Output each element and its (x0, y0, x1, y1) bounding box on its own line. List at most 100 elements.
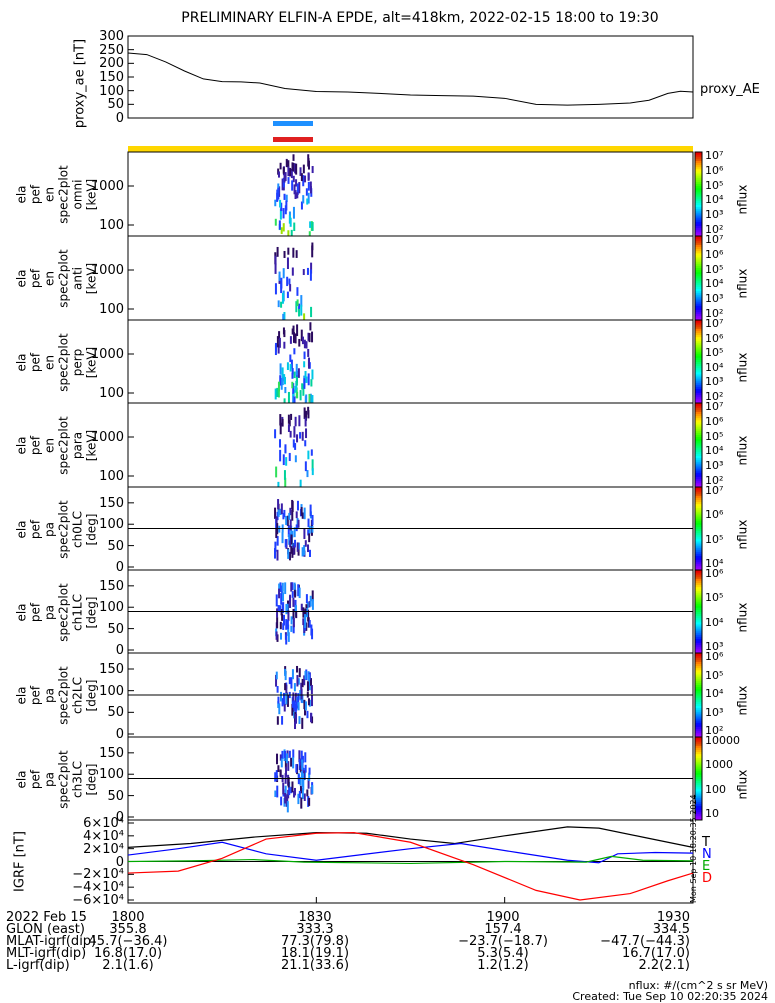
colorbar-tick-label: 10⁴ (705, 615, 724, 629)
spectrogram-cell (279, 508, 282, 516)
colorbar-step (695, 532, 702, 536)
spectrogram-cell (284, 668, 287, 676)
spectrogram-cell (293, 790, 296, 798)
spectrogram-cell (310, 685, 313, 695)
colorbar-step (695, 626, 702, 629)
spectrogram-cell (275, 466, 278, 478)
spectrogram-cell (282, 223, 285, 232)
colorbar-step (695, 578, 702, 581)
spectrogram-cell (308, 767, 311, 775)
colorbar-step (695, 621, 702, 625)
colorbar-step (695, 177, 702, 180)
colorbar-tick-label: 10⁵ (705, 591, 724, 605)
colorbar-step (695, 590, 702, 594)
colorbar-step (695, 238, 702, 241)
colorbar-label: nflux (735, 352, 750, 382)
spectrogram-cell (297, 542, 300, 550)
spectrogram-cell (287, 525, 290, 538)
spectrogram-cell (299, 776, 302, 786)
spectrogram-cell (296, 183, 299, 195)
ylabel-line: [deg] (84, 596, 99, 628)
ytick-label: 50 (107, 621, 124, 637)
colorbar-step (695, 246, 702, 250)
vertical-stamp: Mon Sep 10 18:20:35 2024 (689, 794, 698, 903)
colorbar-step (695, 655, 702, 658)
colorbar-tick-label: 10² (705, 307, 724, 320)
colorbar-step (695, 663, 702, 667)
spectrogram-cell (281, 374, 284, 386)
spectrogram-cell (285, 604, 288, 615)
colorbar-step (695, 619, 702, 623)
colorbar-step (695, 716, 702, 719)
panel-frame (127, 151, 694, 237)
colorbar-step (695, 487, 702, 490)
spectrogram-cell (293, 700, 296, 711)
spectrogram-cell (311, 785, 314, 795)
spectrogram-cell (295, 764, 298, 773)
colorbar-step (695, 553, 702, 556)
colorbar-step (695, 392, 702, 396)
spectrogram-cell (307, 529, 310, 536)
colorbar-step (695, 617, 702, 621)
colorbar-step (695, 699, 702, 702)
spectrogram-cell (281, 698, 284, 707)
spectrogram-cell (284, 539, 287, 548)
spectrogram-cell (300, 173, 303, 182)
spectrogram-cell (300, 750, 303, 762)
spectrogram-cell (294, 703, 297, 715)
ytick-label: 0 (115, 643, 124, 658)
colorbar-step (695, 755, 702, 759)
ephem-value: 21.1(33.6) (280, 958, 350, 973)
colorbar-step (695, 275, 702, 279)
spectrogram-cell (299, 479, 302, 490)
colorbar-step (695, 701, 702, 704)
spectrogram-cell (282, 313, 285, 325)
colorbar-step (695, 179, 702, 182)
colorbar-step (695, 315, 702, 319)
colorbar-step (695, 720, 702, 723)
spectrogram-cell (284, 444, 287, 454)
colorbar-step (695, 424, 702, 427)
spectrogram-cell (283, 341, 286, 349)
colorbar-step (695, 628, 702, 631)
spectrogram-cell (274, 388, 277, 400)
spectrogram-cell (286, 362, 289, 370)
colorbar-step (695, 674, 702, 677)
ylabel-line: pa (42, 771, 57, 787)
colorbar-step (695, 330, 702, 333)
ylabel-line: pef (28, 268, 43, 289)
colorbar-step (695, 311, 702, 315)
spectrogram-cell (289, 336, 292, 344)
colorbar-step (695, 170, 702, 174)
spectrogram-cell (305, 608, 308, 618)
colorbar-step (695, 540, 702, 544)
colorbar-step (695, 206, 702, 210)
spectrogram-cell (288, 750, 291, 758)
spectrogram-cell (279, 605, 282, 613)
colorbar-tick-label: 10⁴ (705, 360, 724, 374)
colorbar-step (695, 202, 702, 205)
spectrogram-cell (282, 208, 285, 219)
colorbar-step (695, 580, 702, 583)
spectrogram-cell (304, 670, 307, 680)
colorbar-step (695, 703, 702, 706)
spectrogram-cell (280, 227, 283, 234)
spectrogram-cell (284, 757, 287, 769)
spectrogram-panel-omni (127, 151, 703, 243)
colorbar-step (695, 524, 702, 527)
ylabel-line: ch1LC (70, 593, 85, 631)
spectrogram-cell (290, 525, 293, 537)
spectrogram-cell (285, 634, 288, 645)
spectrogram-cell (291, 548, 294, 558)
spectrogram-panel-ch0LC (127, 486, 703, 571)
igrf-legend-E: E (702, 859, 711, 874)
colorbar-tick-label: 10⁴ (705, 277, 724, 291)
colorbar-tick-label: 10² (705, 474, 724, 487)
spectrogram-cell (289, 284, 292, 292)
spectrogram-cell (307, 778, 310, 789)
colorbar-step (695, 640, 702, 644)
spectrogram-cell (311, 599, 314, 610)
spectrogram-panel-ch2LC (127, 652, 703, 738)
colorbar-step (695, 513, 702, 517)
